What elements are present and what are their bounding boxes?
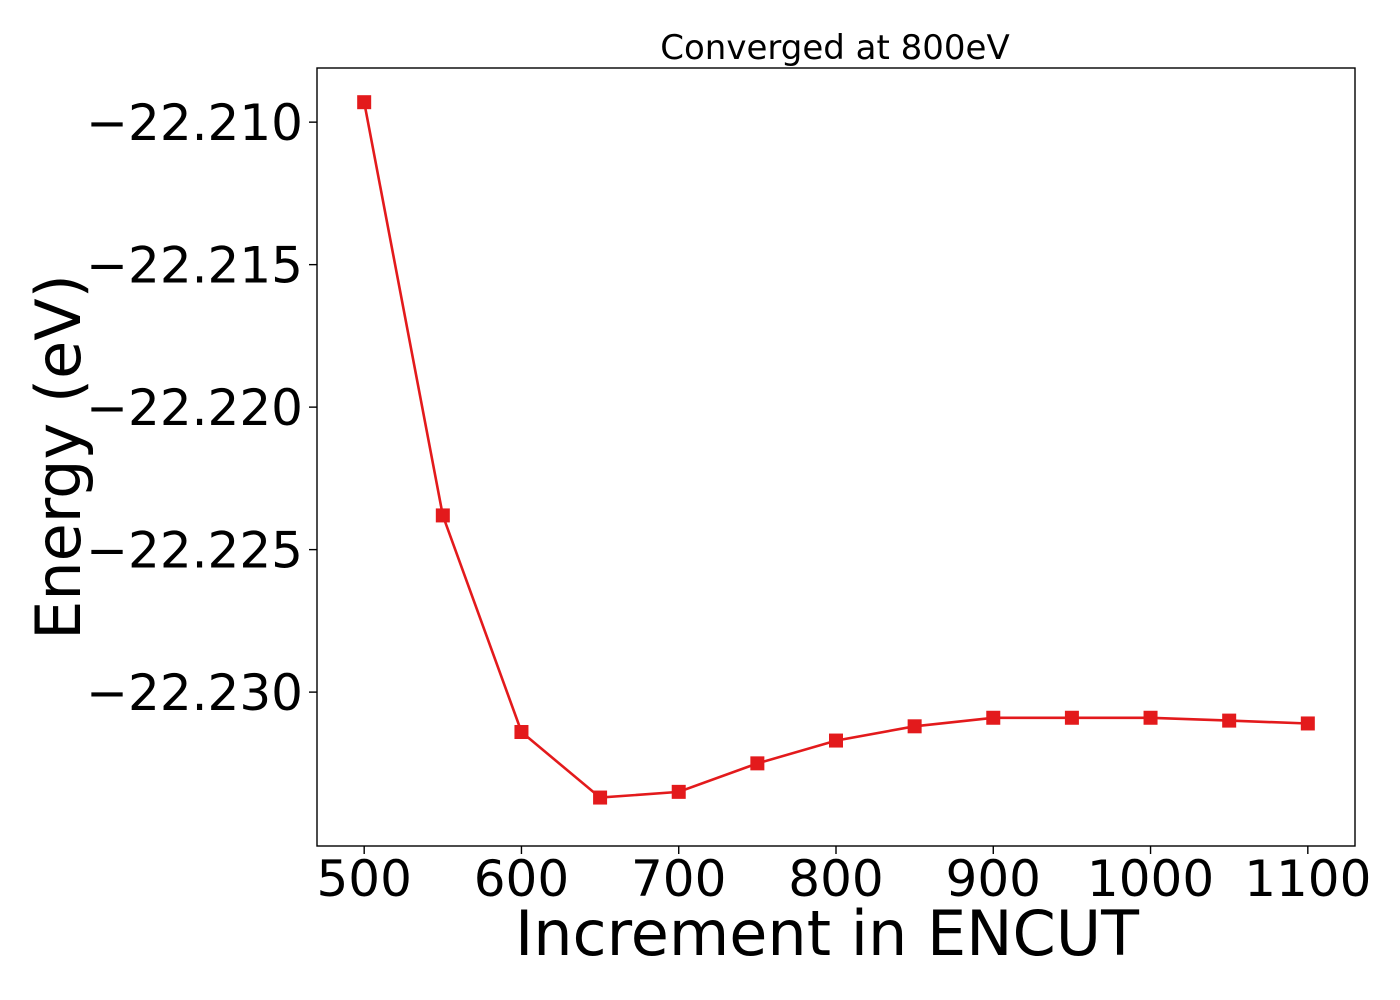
y-axis-label: Energy (eV): [22, 274, 95, 640]
plot-frame: [316, 67, 1356, 847]
data-point: [593, 790, 608, 805]
data-point: [750, 756, 765, 771]
chart-title: Converged at 800eV: [660, 28, 1009, 68]
x-axis: 500 600 700 800 900 1000 1100: [316, 846, 1371, 908]
data-point: [357, 95, 372, 110]
data-point: [829, 733, 843, 748]
series-line: [362, 101, 1308, 799]
data-point: [1300, 716, 1315, 731]
y-tick-label: −22.210: [86, 94, 303, 152]
x-tick-label: 900: [946, 850, 1041, 908]
x-tick-label: 500: [316, 850, 411, 908]
data-point: [514, 725, 529, 740]
data-point: [986, 710, 1001, 725]
y-tick-label: −22.220: [86, 379, 303, 437]
y-tick-label: −22.230: [86, 664, 303, 722]
x-axis-label: Increment in ENCUT: [515, 897, 1140, 970]
y-axis: −22.210 −22.215 −22.220 −22.225 −22.230: [86, 94, 317, 722]
data-point: [907, 719, 922, 734]
data-point: [1143, 710, 1158, 725]
data-point: [435, 508, 450, 523]
x-tick-label: 1000: [1087, 850, 1214, 908]
x-tick-label: 700: [631, 850, 726, 908]
x-tick-label: 1100: [1244, 850, 1371, 908]
x-tick-label: 600: [474, 850, 569, 908]
data-point: [1064, 710, 1079, 725]
data-point: [1222, 713, 1237, 728]
x-tick-label: 800: [788, 850, 883, 908]
plot-series: [357, 95, 1315, 805]
y-tick-label: −22.215: [86, 237, 303, 295]
data-point: [671, 784, 686, 799]
y-tick-label: −22.225: [86, 522, 303, 580]
